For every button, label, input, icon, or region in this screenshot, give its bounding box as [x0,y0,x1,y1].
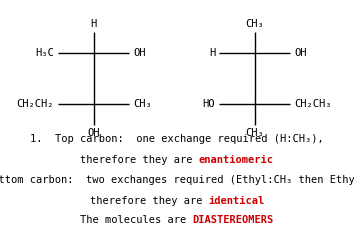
Text: DIASTEREOMERS: DIASTEREOMERS [193,215,274,225]
Text: enantiomeric: enantiomeric [199,155,274,165]
Text: OH: OH [87,128,100,138]
Text: OH: OH [295,48,307,58]
Text: CH₂CH₃: CH₂CH₃ [295,99,332,109]
Text: H: H [209,48,215,58]
Text: H: H [91,19,97,30]
Text: 1.  Top carbon:  one exchange required (H:CH₃),: 1. Top carbon: one exchange required (H:… [30,134,324,144]
Text: HO: HO [203,99,215,109]
Text: 2.  Bottom carbon:  two exchanges required (Ethyl:CH₃ then Ethyl:OH),: 2. Bottom carbon: two exchanges required… [0,175,354,185]
Text: identical: identical [208,196,264,206]
Text: CH₂CH₂: CH₂CH₂ [17,99,54,109]
Text: CH₃: CH₃ [246,19,264,30]
Text: CH₃: CH₃ [133,99,152,109]
Text: H₃C: H₃C [35,48,54,58]
Text: CH₃: CH₃ [246,128,264,138]
Text: therefore they are: therefore they are [80,155,199,165]
Text: The molecules are: The molecules are [80,215,193,225]
Text: OH: OH [133,48,146,58]
Text: therefore they are: therefore they are [90,196,208,206]
